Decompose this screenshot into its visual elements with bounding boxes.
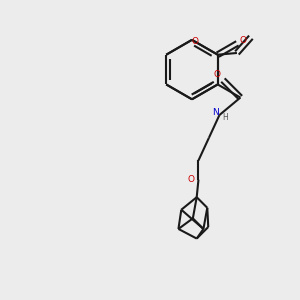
Text: O: O xyxy=(191,37,198,46)
Text: N: N xyxy=(212,108,219,117)
Text: O: O xyxy=(213,70,220,79)
Text: H: H xyxy=(223,113,228,122)
Text: O: O xyxy=(239,36,246,45)
Text: O: O xyxy=(187,175,194,184)
